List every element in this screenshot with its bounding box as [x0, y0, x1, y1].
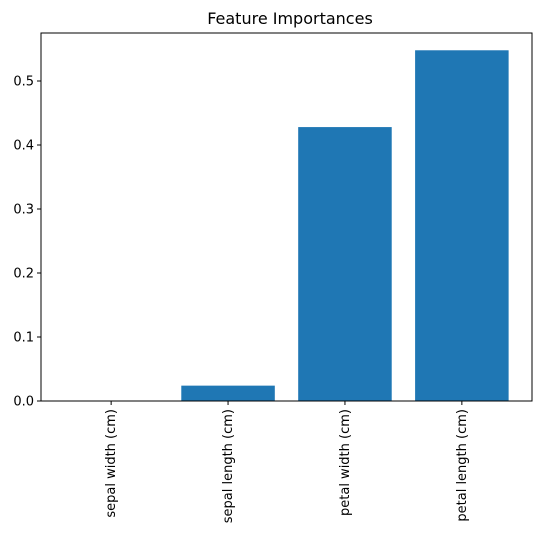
bar-petal-length-cm [415, 50, 509, 401]
y-axis: 0.0 0.1 0.2 0.3 0.4 0.5 [13, 75, 41, 410]
x-tick-label: sepal width (cm) [104, 409, 119, 518]
bar-petal-width-cm [298, 127, 392, 401]
bar-sepal-length-cm [181, 385, 275, 401]
plot-frame [40, 32, 533, 402]
y-tick-label: 0.3 [13, 203, 34, 218]
y-tick-label: 0.1 [13, 331, 34, 346]
y-tick-label: 0.4 [13, 139, 34, 154]
bars-group [181, 50, 509, 401]
x-axis: sepal width (cm) sepal length (cm) petal w… [104, 401, 470, 523]
x-tick-label: petal width (cm) [338, 409, 353, 516]
y-tick-label: 0.0 [13, 395, 34, 410]
x-tick-label: petal length (cm) [455, 409, 470, 522]
y-tick-label: 0.2 [13, 267, 34, 282]
y-tick-label: 0.5 [13, 75, 34, 90]
x-tick-label: sepal length (cm) [221, 409, 236, 523]
chart-title: Feature Importances [207, 9, 373, 28]
